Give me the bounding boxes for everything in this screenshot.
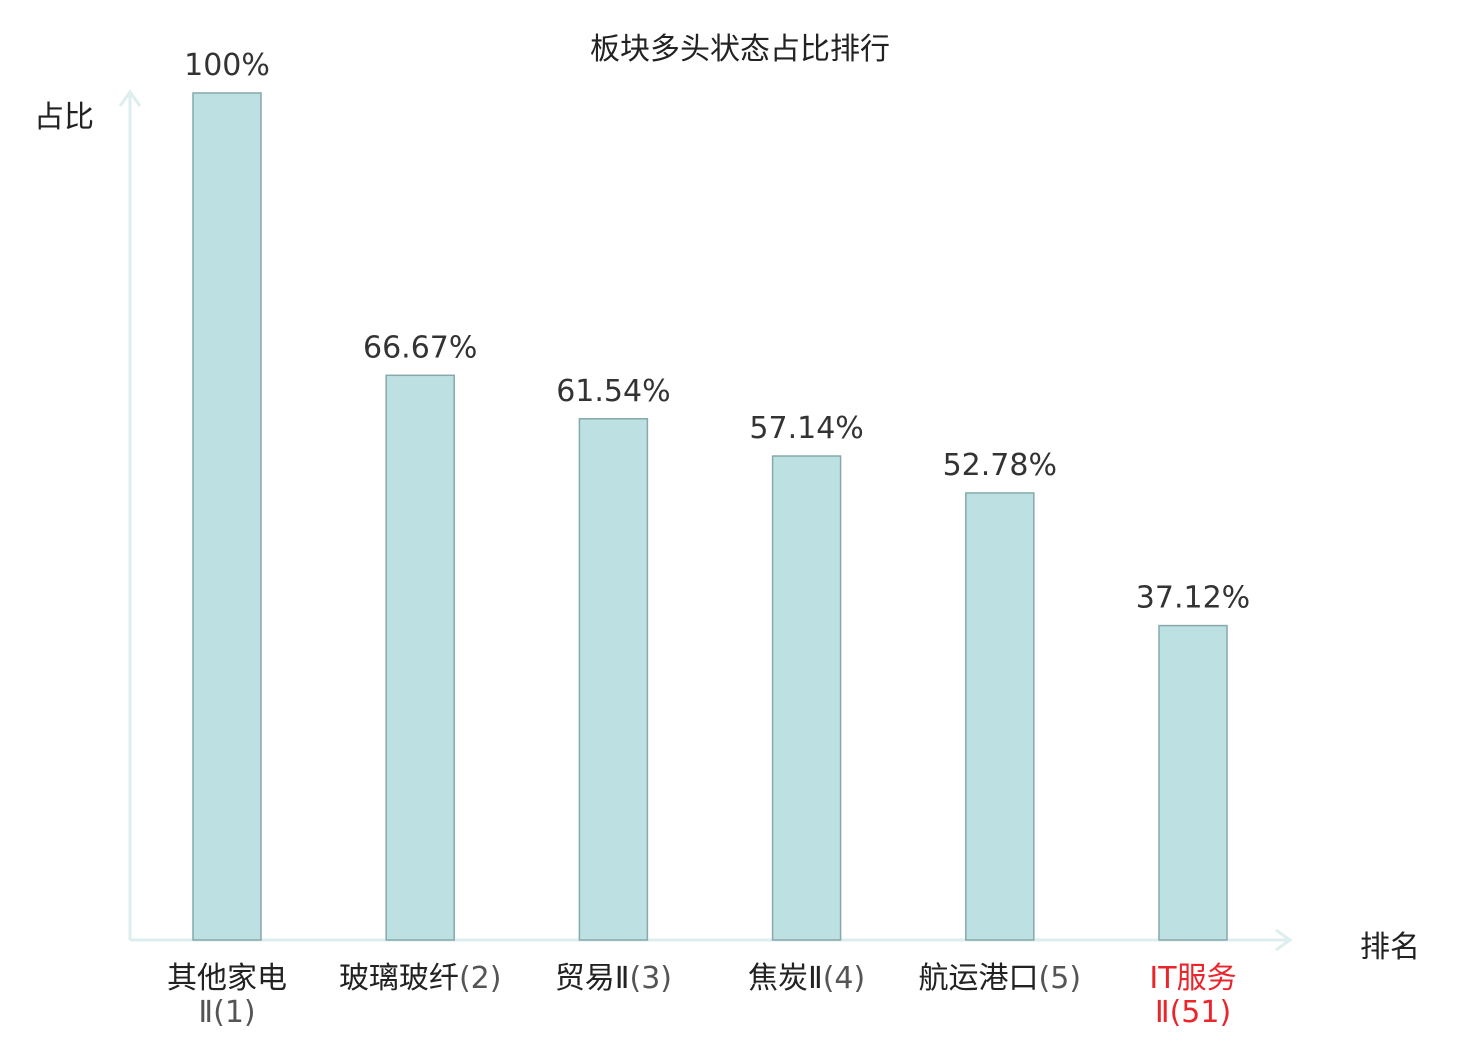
x-axis-arrow (1275, 928, 1293, 952)
y-axis-arrow (118, 89, 142, 107)
category-rank: (2) (458, 961, 502, 996)
category-rank: Ⅱ(1) (198, 995, 256, 1030)
category-name: IT服务 (1149, 961, 1237, 996)
bar-1 (385, 374, 455, 941)
category-label-5: IT服务 Ⅱ(51) (1083, 962, 1303, 1030)
y-axis-label: 占比 (34, 100, 94, 135)
category-label-3: 焦炭Ⅱ(4) (697, 962, 917, 996)
bar-3 (771, 455, 842, 941)
category-rank: (4) (822, 961, 866, 996)
category-rank: Ⅱ(51) (1154, 995, 1232, 1030)
category-label-0: 其他家电 Ⅱ(1) (117, 962, 337, 1030)
category-name: 贸易Ⅱ (554, 961, 630, 996)
chart-axes (118, 89, 1293, 952)
chart-bars (192, 92, 1228, 941)
category-name: 其他家电 (167, 961, 287, 996)
value-label-0: 100% (184, 48, 270, 83)
bar-4 (965, 492, 1035, 941)
category-rank: (3) (629, 961, 673, 996)
value-label-4: 52.78% (943, 448, 1057, 483)
value-label-5: 37.12% (1136, 581, 1250, 616)
value-label-3: 57.14% (749, 411, 863, 446)
category-name: 航运港口 (918, 961, 1039, 996)
x-axis-label: 排名 (1360, 930, 1420, 965)
value-label-1: 66.67% (363, 330, 477, 365)
chart-value-labels: 100% 66.67% 61.54% 57.14% 52.78% 37.12% (184, 48, 1250, 616)
category-name: 玻璃玻纤 (338, 961, 459, 996)
bar-5 (1158, 624, 1228, 941)
category-label-4: 航运港口(5) (890, 962, 1110, 996)
bar-2 (578, 418, 649, 941)
category-name: 焦炭Ⅱ (747, 961, 823, 996)
bar-0 (192, 92, 262, 941)
chart-title: 板块多头状态占比排行 (590, 32, 890, 67)
value-label-2: 61.54% (556, 374, 670, 409)
category-label-2: 贸易Ⅱ(3) (503, 962, 723, 996)
category-label-1: 玻璃玻纤(2) (310, 962, 530, 996)
category-rank: (5) (1038, 961, 1082, 996)
